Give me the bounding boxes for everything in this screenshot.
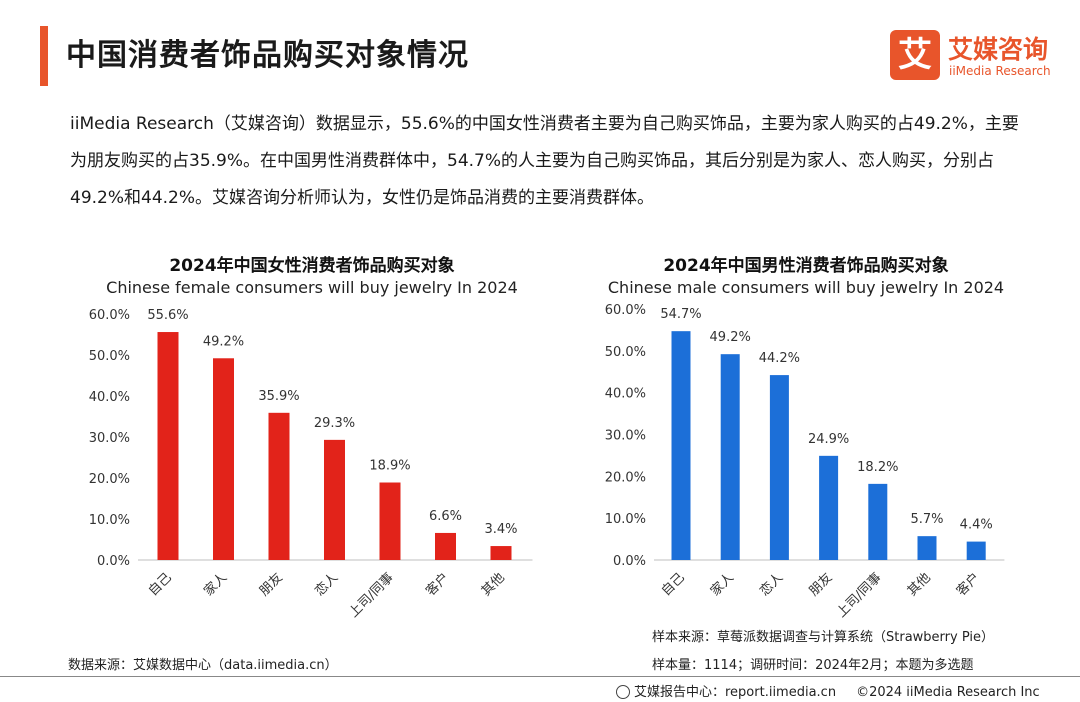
female-value-label: 35.9% xyxy=(258,389,299,404)
female-y-tick-label: 30.0% xyxy=(89,431,130,446)
male-y-tick-label: 20.0% xyxy=(605,470,646,485)
logo-name-cn: 艾媒咨询 xyxy=(948,35,1049,64)
female-category-label: 恋人 xyxy=(312,570,342,600)
female-value-label: 49.2% xyxy=(203,334,244,349)
male-chart-subtitle: Chinese male consumers will buy jewelry … xyxy=(608,278,1004,297)
male-y-tick-label: 30.0% xyxy=(605,429,646,444)
male-category-label: 家人 xyxy=(707,570,737,600)
male-value-label: 18.2% xyxy=(857,460,898,475)
female-value-label: 55.6% xyxy=(147,308,188,323)
female-y-tick-label: 20.0% xyxy=(89,472,130,487)
male-category-label: 朋友 xyxy=(806,570,836,600)
title-accent-bar xyxy=(40,26,48,86)
female-value-label: 18.9% xyxy=(369,459,410,474)
male-y-tick-label: 50.0% xyxy=(605,345,646,360)
data-source-note: 数据来源：艾媒数据中心（data.iimedia.cn） xyxy=(68,658,338,673)
female-y-tick-label: 0.0% xyxy=(97,554,130,569)
female-y-tick-label: 60.0% xyxy=(89,308,130,323)
brand-logo: 艾 艾媒咨询 iiMedia Research xyxy=(890,30,1070,82)
female-category-label: 自己 xyxy=(146,570,175,599)
male-category-label: 恋人 xyxy=(757,570,787,600)
male-value-label: 4.4% xyxy=(960,518,993,533)
male-bar-3 xyxy=(769,375,789,560)
female-value-label: 29.3% xyxy=(314,416,355,431)
male-value-label: 5.7% xyxy=(910,512,943,527)
male-value-label: 24.9% xyxy=(808,432,849,447)
logo-mark-icon: 艾 xyxy=(890,30,940,80)
male-y-tick-label: 40.0% xyxy=(605,387,646,402)
female-category-label: 其他 xyxy=(479,570,508,599)
female-category-label: 上司/同事 xyxy=(346,570,396,620)
male-category-label: 自己 xyxy=(659,570,688,599)
female-category-label: 朋友 xyxy=(256,570,286,600)
male-bar-2 xyxy=(720,354,740,560)
female-bar-6 xyxy=(435,532,456,560)
footer-copyright: ©2024 iiMedia Research Inc xyxy=(856,685,1040,700)
female-chart-title: 2024年中国女性消费者饰品购买对象 xyxy=(169,255,454,276)
male-y-tick-label: 10.0% xyxy=(605,512,646,527)
female-value-label: 6.6% xyxy=(429,509,462,524)
female-category-label: 家人 xyxy=(201,570,231,600)
male-y-tick-label: 60.0% xyxy=(605,303,646,318)
female-bar-chart: 2024年中国女性消费者饰品购买对象 Chinese female consume… xyxy=(89,255,533,621)
male-bar-1 xyxy=(671,331,691,560)
female-bar-3 xyxy=(268,412,290,560)
report-center-icon xyxy=(616,685,630,699)
female-y-tick-label: 50.0% xyxy=(89,349,130,364)
female-bar-1 xyxy=(157,332,179,560)
female-bar-4 xyxy=(324,439,345,560)
logo-name-en: iiMedia Research xyxy=(949,64,1051,78)
male-bar-5 xyxy=(868,483,888,560)
male-y-tick-label: 0.0% xyxy=(613,554,646,569)
female-bar-7 xyxy=(490,546,512,560)
male-category-label: 其他 xyxy=(905,570,934,599)
male-category-label: 上司/同事 xyxy=(834,570,884,620)
intro-paragraph: iiMedia Research（艾媒咨询）数据显示，55.6%的中国女性消费者… xyxy=(70,114,1019,208)
female-value-label: 3.4% xyxy=(484,522,517,537)
female-y-tick-label: 10.0% xyxy=(89,513,130,528)
male-value-label: 54.7% xyxy=(660,307,701,322)
male-category-label: 客户 xyxy=(953,570,983,600)
female-chart-subtitle: Chinese female consumers will buy jewelr… xyxy=(106,278,518,297)
female-bar-2 xyxy=(213,358,234,560)
male-bar-7 xyxy=(966,541,986,560)
male-value-label: 44.2% xyxy=(759,351,800,366)
male-chart-title: 2024年中国男性消费者饰品购买对象 xyxy=(663,255,948,276)
sample-source-note: 样本来源：草莓派数据调查与计算系统（Strawberry Pie） xyxy=(652,630,994,645)
female-category-label: 客户 xyxy=(423,570,453,600)
footer-divider xyxy=(0,676,1080,677)
female-y-tick-label: 40.0% xyxy=(89,390,130,405)
page-title: 中国消费者饰品购买对象情况 xyxy=(66,38,469,73)
female-bar-5 xyxy=(379,482,401,560)
male-value-label: 49.2% xyxy=(710,330,751,345)
male-bar-4 xyxy=(819,455,839,560)
male-bar-6 xyxy=(917,536,937,560)
sample-info-note: 样本量：1114；调研时间：2024年2月；本题为多选题 xyxy=(652,658,974,673)
footer: 艾媒报告中心：report.iimedia.cn ©2024 iiMedia Re… xyxy=(616,681,1040,700)
male-bar-chart: 2024年中国男性消费者饰品购买对象 Chinese male consumers… xyxy=(605,255,1005,621)
footer-report-link[interactable]: 艾媒报告中心：report.iimedia.cn xyxy=(634,685,837,700)
